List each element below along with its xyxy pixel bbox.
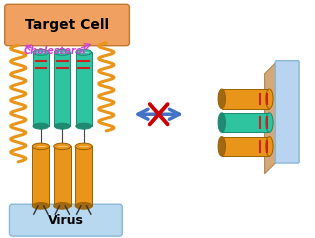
Ellipse shape <box>75 143 92 150</box>
Ellipse shape <box>218 89 226 109</box>
Ellipse shape <box>54 143 71 150</box>
Ellipse shape <box>76 123 92 129</box>
Bar <box>32 146 49 206</box>
Bar <box>54 146 71 206</box>
Bar <box>222 137 269 156</box>
FancyBboxPatch shape <box>5 4 129 46</box>
Bar <box>222 113 269 132</box>
Ellipse shape <box>218 137 226 156</box>
Ellipse shape <box>76 49 92 55</box>
Bar <box>54 52 70 126</box>
Ellipse shape <box>33 49 49 55</box>
FancyBboxPatch shape <box>9 204 122 236</box>
Ellipse shape <box>218 113 226 132</box>
Text: Cholesterol: Cholesterol <box>24 46 87 56</box>
Ellipse shape <box>266 113 273 132</box>
Ellipse shape <box>266 137 273 156</box>
Ellipse shape <box>54 123 70 129</box>
Bar <box>75 146 92 206</box>
FancyBboxPatch shape <box>275 61 299 163</box>
Ellipse shape <box>54 49 70 55</box>
Ellipse shape <box>32 203 49 209</box>
Ellipse shape <box>54 203 71 209</box>
Ellipse shape <box>32 143 49 150</box>
Polygon shape <box>265 62 277 174</box>
Ellipse shape <box>266 89 273 109</box>
Bar <box>76 52 92 126</box>
Text: Virus: Virus <box>48 214 84 227</box>
Ellipse shape <box>75 203 92 209</box>
Bar <box>33 52 49 126</box>
Text: Target Cell: Target Cell <box>25 18 109 32</box>
Ellipse shape <box>33 123 49 129</box>
Bar <box>222 89 269 109</box>
